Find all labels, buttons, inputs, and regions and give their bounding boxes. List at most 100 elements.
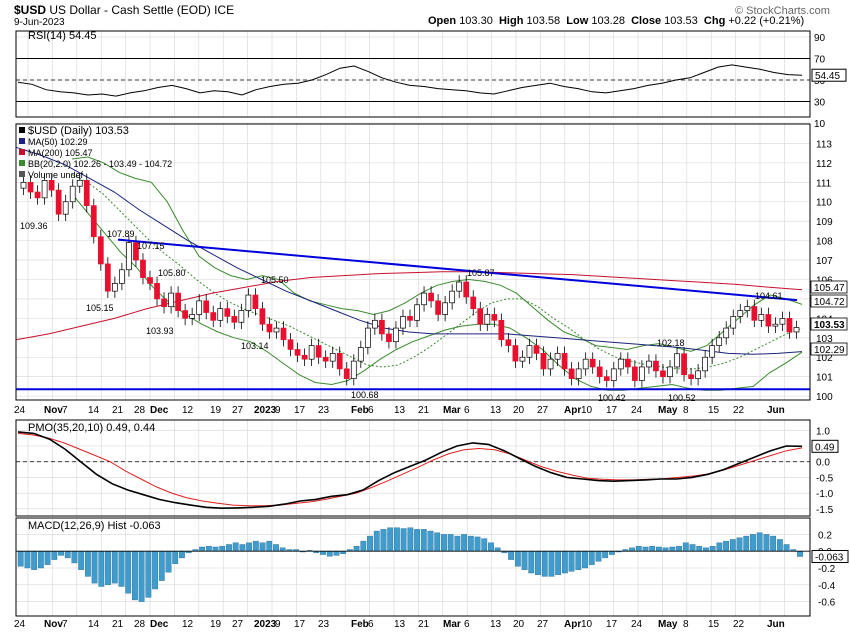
candle-body bbox=[273, 327, 280, 333]
x-tick-label: 27 bbox=[537, 405, 549, 416]
candle-body bbox=[575, 368, 582, 379]
candle-body bbox=[217, 308, 224, 321]
candle-body bbox=[386, 333, 392, 343]
macd-tick-label: 0.2 bbox=[818, 530, 832, 541]
candle-body bbox=[266, 323, 273, 333]
candle-body bbox=[379, 319, 385, 335]
x-tick-label: 20 bbox=[513, 405, 525, 416]
x-tick-label: 23 bbox=[318, 405, 330, 416]
price-value-label: 107.15 bbox=[137, 241, 165, 251]
price-right-box bbox=[810, 342, 848, 356]
candle-body bbox=[238, 310, 245, 323]
candle-body bbox=[561, 353, 568, 370]
x-tick-label: 6 bbox=[368, 405, 374, 416]
macd-hist-bar bbox=[24, 551, 31, 569]
x-tick-label: 17 bbox=[294, 405, 306, 416]
candle-body bbox=[646, 360, 652, 368]
macd-hist-bar bbox=[588, 551, 595, 565]
macd-hist-bar bbox=[488, 542, 494, 552]
candle-body bbox=[505, 339, 512, 346]
macd-hist-bar bbox=[568, 551, 575, 572]
macd-hist-bar bbox=[205, 545, 212, 552]
macd-hist-bar bbox=[118, 551, 125, 587]
macd-hist-bar bbox=[689, 544, 696, 552]
candle-body bbox=[772, 323, 779, 327]
macd-hist-bar bbox=[541, 551, 548, 577]
x-tick-label: 28 bbox=[134, 619, 146, 630]
macd-hist-bar bbox=[246, 542, 253, 552]
candle-body bbox=[435, 300, 441, 315]
candle-body bbox=[547, 358, 554, 370]
candle-body bbox=[55, 189, 62, 215]
macd-hist-bar bbox=[158, 551, 165, 581]
x-tick-label: Dec bbox=[150, 405, 169, 416]
change-label: Chg bbox=[703, 15, 726, 27]
macd-hist-bar bbox=[37, 551, 44, 569]
candle-body bbox=[723, 327, 730, 339]
macd-legend: MACD(12,26,9) Hist -0.063 bbox=[28, 520, 161, 532]
macd-hist-bar bbox=[521, 551, 528, 570]
macd-hist-bar bbox=[98, 551, 105, 587]
x-tick-label: 23 bbox=[318, 619, 330, 630]
candle-body bbox=[189, 314, 196, 319]
macd-hist-bar bbox=[414, 529, 420, 552]
price-value-label: 104.61 bbox=[755, 291, 783, 301]
price-tick-label: 110 bbox=[816, 198, 832, 209]
candle-body bbox=[702, 356, 708, 372]
macd-hist-bar bbox=[407, 527, 414, 552]
pmo-tick-label: -0.5 bbox=[816, 473, 834, 484]
macd-hist-bar bbox=[51, 551, 58, 560]
macd-hist-bar bbox=[776, 539, 783, 552]
candle-body bbox=[484, 314, 491, 325]
macd-hist-bar bbox=[71, 551, 78, 564]
macd-hist-bar bbox=[676, 545, 682, 552]
change-value: +0.22 (+0.21%) bbox=[728, 15, 805, 27]
x-tick-label: 27 bbox=[537, 619, 549, 630]
open-label: Open bbox=[428, 15, 457, 27]
x-tick-label: 6 bbox=[368, 619, 374, 630]
x-tick-label: 13 bbox=[490, 619, 502, 630]
x-tick-label: 2023 bbox=[254, 405, 277, 416]
legend-swatch bbox=[19, 127, 25, 133]
price-right-box bbox=[810, 280, 848, 294]
price-tick-label: 100 bbox=[816, 392, 833, 403]
candle-body bbox=[667, 366, 673, 378]
macd-hist-bar bbox=[367, 535, 373, 552]
x-tick-label: Jun bbox=[767, 405, 785, 416]
candle-body bbox=[83, 180, 90, 206]
x-tick-label: May bbox=[658, 405, 678, 416]
price-value-label: 103.14 bbox=[241, 341, 269, 351]
macd-hist-bar bbox=[461, 534, 468, 552]
rsi-last-value: 54.45 bbox=[815, 71, 840, 82]
macd-hist-bar bbox=[535, 551, 541, 575]
rsi-tick-label: 70 bbox=[814, 55, 826, 66]
bb-upper-band bbox=[71, 156, 803, 352]
x-tick-label: 12 bbox=[182, 619, 194, 630]
candle-body bbox=[161, 298, 167, 308]
price-legend-item: Volume undef bbox=[28, 170, 84, 180]
macd-hist-bar bbox=[333, 551, 340, 556]
price-tick-label: 101 bbox=[816, 373, 833, 384]
price-legend-item: MA(50) 102.29 bbox=[28, 137, 88, 147]
candle-body bbox=[62, 201, 69, 215]
macd-hist-bar bbox=[394, 527, 400, 552]
high-value: 103.58 bbox=[526, 15, 561, 27]
candle-body bbox=[568, 368, 575, 379]
legend-swatch bbox=[19, 138, 25, 144]
price-tick-label: 107 bbox=[816, 256, 833, 267]
exchange: ICE bbox=[214, 3, 235, 17]
candle-body bbox=[491, 314, 498, 321]
x-tick-label: 6 bbox=[464, 619, 470, 630]
rsi-legend: RSI(14) 54.45 bbox=[28, 30, 96, 42]
macd-hist-bar bbox=[199, 546, 206, 552]
x-tick-label: Apr bbox=[564, 405, 581, 416]
x-tick-label: 9 bbox=[275, 619, 281, 630]
x-tick-label: 24 bbox=[14, 405, 26, 416]
candle-body bbox=[786, 318, 793, 333]
price-tick-label: 102 bbox=[816, 353, 833, 364]
candle-body bbox=[287, 339, 294, 350]
macd-tick-label: -0.4 bbox=[818, 581, 836, 592]
rsi-line bbox=[17, 64, 803, 97]
price-tick-label: 111 bbox=[816, 178, 832, 189]
